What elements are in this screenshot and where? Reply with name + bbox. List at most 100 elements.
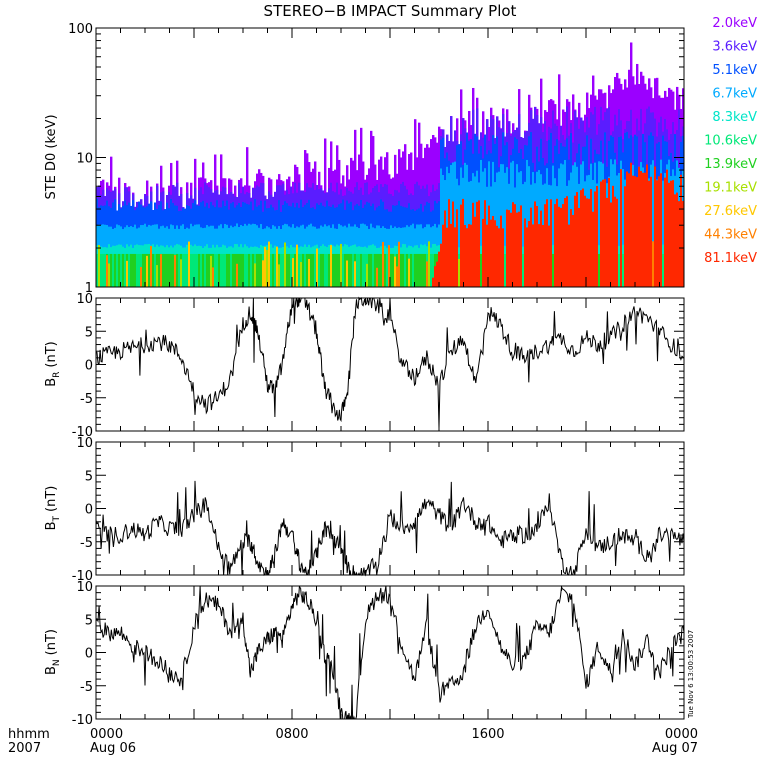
ste-bar-red	[602, 179, 605, 287]
ste-bar-layer	[172, 253, 175, 287]
bn-series-line	[95, 585, 685, 720]
ste-bar-layer	[164, 253, 167, 287]
ste-bar-layer	[286, 253, 289, 287]
ste-bar-layer	[418, 253, 421, 287]
ste-bar-red	[588, 198, 591, 287]
ste-bar-layer	[622, 253, 625, 287]
ste-bar-red	[556, 198, 559, 287]
ste-bar-layer	[332, 253, 335, 287]
ste-bar-red	[564, 198, 567, 287]
ste-bar-red	[560, 207, 563, 287]
ste-bar-layer	[464, 162, 467, 287]
ste-bar-layer	[306, 253, 309, 287]
br-y-tick-label: 10	[76, 292, 93, 307]
ste-d0-panel: 1 10 100 STE D0 (keV) 2.0keV 3.6keV 5.1keV 6.…	[44, 16, 757, 296]
ste-bar-layer	[338, 253, 341, 287]
ste-bar-layer	[618, 173, 621, 287]
ste-energy-bars	[96, 42, 685, 288]
ste-bar-highenergy	[284, 242, 287, 287]
ste-bar-layer	[154, 253, 157, 287]
ste-bar-red	[638, 166, 641, 287]
ste-bar-layer	[298, 253, 301, 287]
ste-bar-layer	[350, 253, 353, 287]
ste-bar-layer	[432, 253, 435, 287]
legend-item-81.1keV: 81.1keV	[704, 251, 757, 266]
ste-bar-red	[558, 206, 561, 287]
ste-bar-layer	[380, 253, 383, 287]
ste-bar-highenergy	[150, 246, 153, 287]
legend-item-5.1keV: 5.1keV	[712, 63, 757, 78]
ste-bar-layer	[312, 253, 315, 287]
ste-bar-red	[450, 223, 453, 287]
ste-bar-layer	[206, 253, 209, 287]
ste-bar-highenergy	[340, 243, 343, 287]
bt-y-tick-label: 5	[85, 469, 93, 484]
ste-bar-red	[614, 196, 617, 287]
ste-bar-layer	[446, 166, 449, 287]
ste-bar-highenergy	[108, 263, 111, 287]
ste-bar-red	[590, 189, 593, 287]
ste-bar-red	[620, 169, 623, 287]
ste-bar-highenergy	[180, 259, 183, 287]
ste-bar-red	[572, 214, 575, 287]
ste-bar-red	[566, 196, 569, 287]
ste-bar-layer	[152, 253, 155, 287]
ste-bar-layer	[144, 253, 147, 287]
ste-bar-red	[626, 171, 629, 287]
ste-bar-red	[594, 191, 597, 287]
ste-bar-layer	[400, 253, 403, 287]
ste-bar-highenergy	[268, 241, 271, 287]
ste-bar-red	[586, 198, 589, 287]
ste-bar-layer	[230, 253, 233, 287]
ste-bar-red	[518, 211, 521, 287]
ste-bar-red	[548, 225, 551, 287]
ste-bar-red	[632, 175, 635, 287]
ste-bar-layer	[198, 253, 201, 287]
ste-bar-red	[666, 169, 669, 287]
ste-bar-layer	[258, 253, 261, 287]
ste-bar-layer	[248, 253, 251, 287]
ste-bar-red	[606, 197, 609, 287]
ste-bar-highenergy	[396, 266, 399, 287]
legend-item-8.3keV: 8.3keV	[712, 110, 757, 125]
legend-item-19.1keV: 19.1keV	[704, 181, 757, 196]
ste-bar-red	[546, 199, 549, 287]
ste-bar-red	[528, 221, 531, 287]
ste-bar-layer	[662, 253, 665, 287]
ste-bar-layer	[412, 253, 415, 287]
ste-bar-red	[630, 162, 633, 287]
ste-bar-highenergy	[160, 254, 163, 287]
ste-bar-layer	[110, 253, 113, 287]
x-tick-label: 0000	[90, 727, 123, 742]
ste-bar-red	[648, 180, 651, 287]
ste-bar-red	[542, 224, 545, 287]
ste-bar-red	[616, 198, 619, 287]
ste-bar-red	[580, 190, 583, 287]
ste-y-axis-label: STE D0 (keV)	[44, 114, 59, 199]
ste-bar-layer	[416, 253, 419, 287]
ste-bar-layer	[370, 253, 373, 287]
ste-bar-red	[578, 207, 581, 287]
ste-bar-highenergy	[296, 244, 299, 287]
ste-bar-red	[582, 188, 585, 287]
ste-bar-layer	[256, 253, 259, 287]
ste-bar-layer	[128, 253, 131, 287]
ste-bar-red	[674, 194, 677, 287]
ste-bar-highenergy	[316, 248, 319, 287]
ste-bar-layer	[158, 253, 161, 287]
br-y-tick-label: 0	[85, 359, 93, 374]
ste-bar-layer	[134, 253, 137, 287]
ste-bar-red	[656, 180, 659, 287]
ste-bar-red	[612, 185, 615, 287]
ste-bar-layer	[598, 161, 601, 287]
ste-bar-layer	[364, 253, 367, 287]
ste-bar-red	[604, 179, 607, 287]
legend-item-13.9keV: 13.9keV	[704, 157, 757, 172]
ste-bar-highenergy	[276, 246, 279, 287]
ste-bar-layer	[120, 253, 123, 287]
ste-bar-red	[494, 220, 497, 287]
ste-bar-highenergy	[156, 265, 159, 287]
bt-y-tick-label: -5	[80, 536, 93, 551]
legend-item-6.7keV: 6.7keV	[712, 87, 757, 102]
